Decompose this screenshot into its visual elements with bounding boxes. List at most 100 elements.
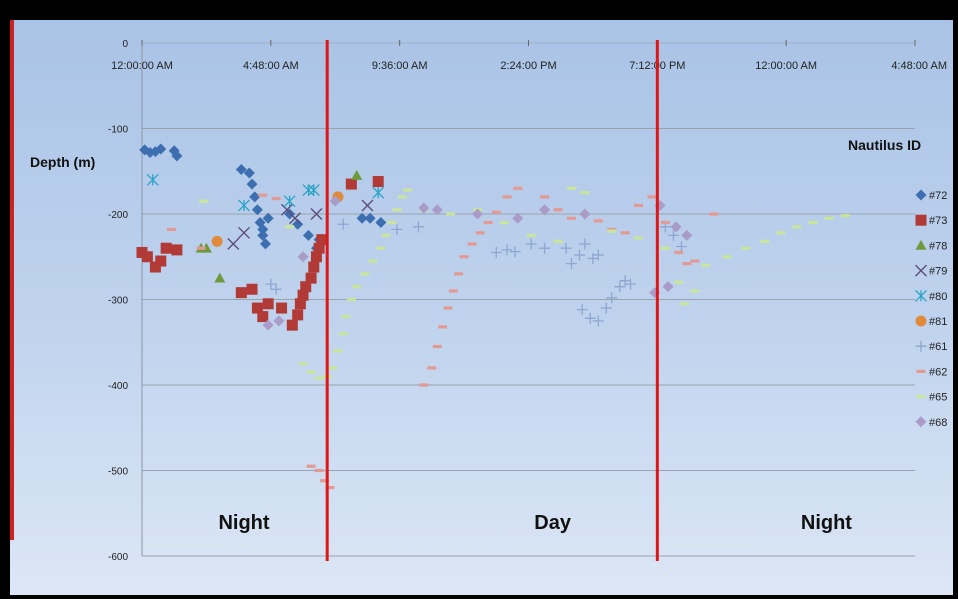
data-point	[540, 195, 550, 199]
data-point	[351, 170, 363, 180]
series-73	[136, 176, 384, 331]
legend-label: #81	[929, 316, 947, 328]
data-point	[397, 195, 407, 199]
data-point	[662, 281, 674, 293]
data-point	[155, 143, 167, 155]
data-point	[491, 210, 501, 214]
x-tick-label: 2:24:00 PM	[500, 60, 556, 72]
data-point	[325, 486, 335, 490]
data-point	[333, 349, 343, 353]
plot-background	[10, 20, 953, 595]
legend-swatch	[915, 189, 927, 201]
period-divider-lines	[325, 40, 659, 561]
data-point	[565, 258, 577, 270]
data-point	[502, 195, 512, 199]
data-point	[579, 238, 591, 250]
data-point	[155, 255, 167, 267]
data-point	[171, 244, 183, 256]
data-point	[620, 231, 630, 235]
data-point	[387, 220, 397, 225]
legend: Nautilus ID #72 #73 #78 #79 #80 #81 #61 #62 #65 #6…	[848, 137, 947, 429]
data-point	[338, 332, 348, 336]
data-point	[419, 383, 429, 387]
data-point	[276, 302, 288, 314]
data-point	[513, 186, 523, 190]
data-point	[283, 195, 296, 208]
data-point	[262, 319, 274, 331]
x-tick-label: 12:00:00 AM	[111, 60, 173, 72]
legend-swatch	[915, 239, 927, 250]
data-point	[297, 251, 309, 263]
x-tick-label: 12:00:00 AM	[755, 60, 817, 72]
y-axis-title: Depth (m)	[30, 154, 95, 170]
data-point	[584, 312, 596, 324]
data-point	[199, 199, 209, 203]
data-point	[200, 242, 212, 253]
data-point	[614, 281, 626, 293]
period-label: Night	[801, 512, 852, 534]
data-point	[459, 255, 469, 259]
data-point	[284, 208, 296, 220]
legend-label: #72	[929, 190, 947, 202]
series-61	[265, 218, 687, 327]
legend-label: #62	[929, 366, 947, 378]
data-point	[300, 281, 312, 293]
data-point	[292, 218, 304, 230]
data-point	[337, 218, 349, 230]
data-point	[475, 231, 485, 235]
data-point	[345, 178, 357, 190]
data-point	[634, 203, 644, 208]
legend-entry: #61	[915, 340, 947, 353]
data-point	[316, 234, 328, 246]
y-tick-label: -300	[108, 296, 128, 307]
data-point	[320, 479, 330, 483]
legend-label: #61	[929, 341, 947, 353]
data-point	[257, 229, 269, 241]
data-point	[149, 261, 161, 273]
legend-swatch	[915, 340, 927, 352]
legend-entry: #79	[915, 264, 947, 278]
data-point	[490, 246, 502, 258]
data-point	[302, 184, 315, 197]
data-point	[271, 197, 281, 201]
data-point	[509, 246, 521, 258]
y-tick-label: -200	[108, 210, 128, 221]
data-point	[314, 376, 324, 380]
data-point	[679, 302, 689, 306]
data-point	[306, 464, 316, 468]
data-point	[634, 236, 644, 240]
data-point	[690, 289, 700, 293]
data-point	[560, 242, 572, 254]
data-point	[808, 220, 818, 225]
data-point	[593, 219, 603, 223]
data-point	[257, 311, 269, 323]
y-tick-label: -100	[108, 125, 128, 136]
data-point	[448, 289, 458, 293]
data-point	[483, 220, 493, 225]
data-point	[288, 212, 301, 225]
legend-entry: #72	[915, 189, 947, 202]
data-marks	[136, 143, 850, 490]
data-point	[566, 216, 576, 220]
data-point	[297, 289, 309, 301]
y-tick-label: -500	[108, 467, 128, 478]
legend-swatch	[915, 416, 927, 428]
data-point	[647, 195, 657, 199]
data-point	[467, 242, 477, 246]
data-point	[381, 233, 391, 237]
legend-entry: #62	[916, 366, 947, 378]
legend-entry: #81	[915, 315, 947, 328]
data-point	[391, 223, 403, 235]
axes: 0 -100 -200 -300 -400 -500 -600 12:00:00 AM 4:48…	[108, 39, 947, 563]
data-point	[265, 278, 277, 290]
data-point	[675, 240, 687, 252]
series-78	[195, 170, 363, 283]
data-point	[306, 370, 316, 374]
data-point	[310, 208, 323, 220]
data-point	[294, 298, 306, 310]
data-point	[682, 261, 692, 266]
data-point	[249, 191, 261, 203]
data-point	[313, 242, 325, 254]
data-point	[167, 227, 177, 231]
